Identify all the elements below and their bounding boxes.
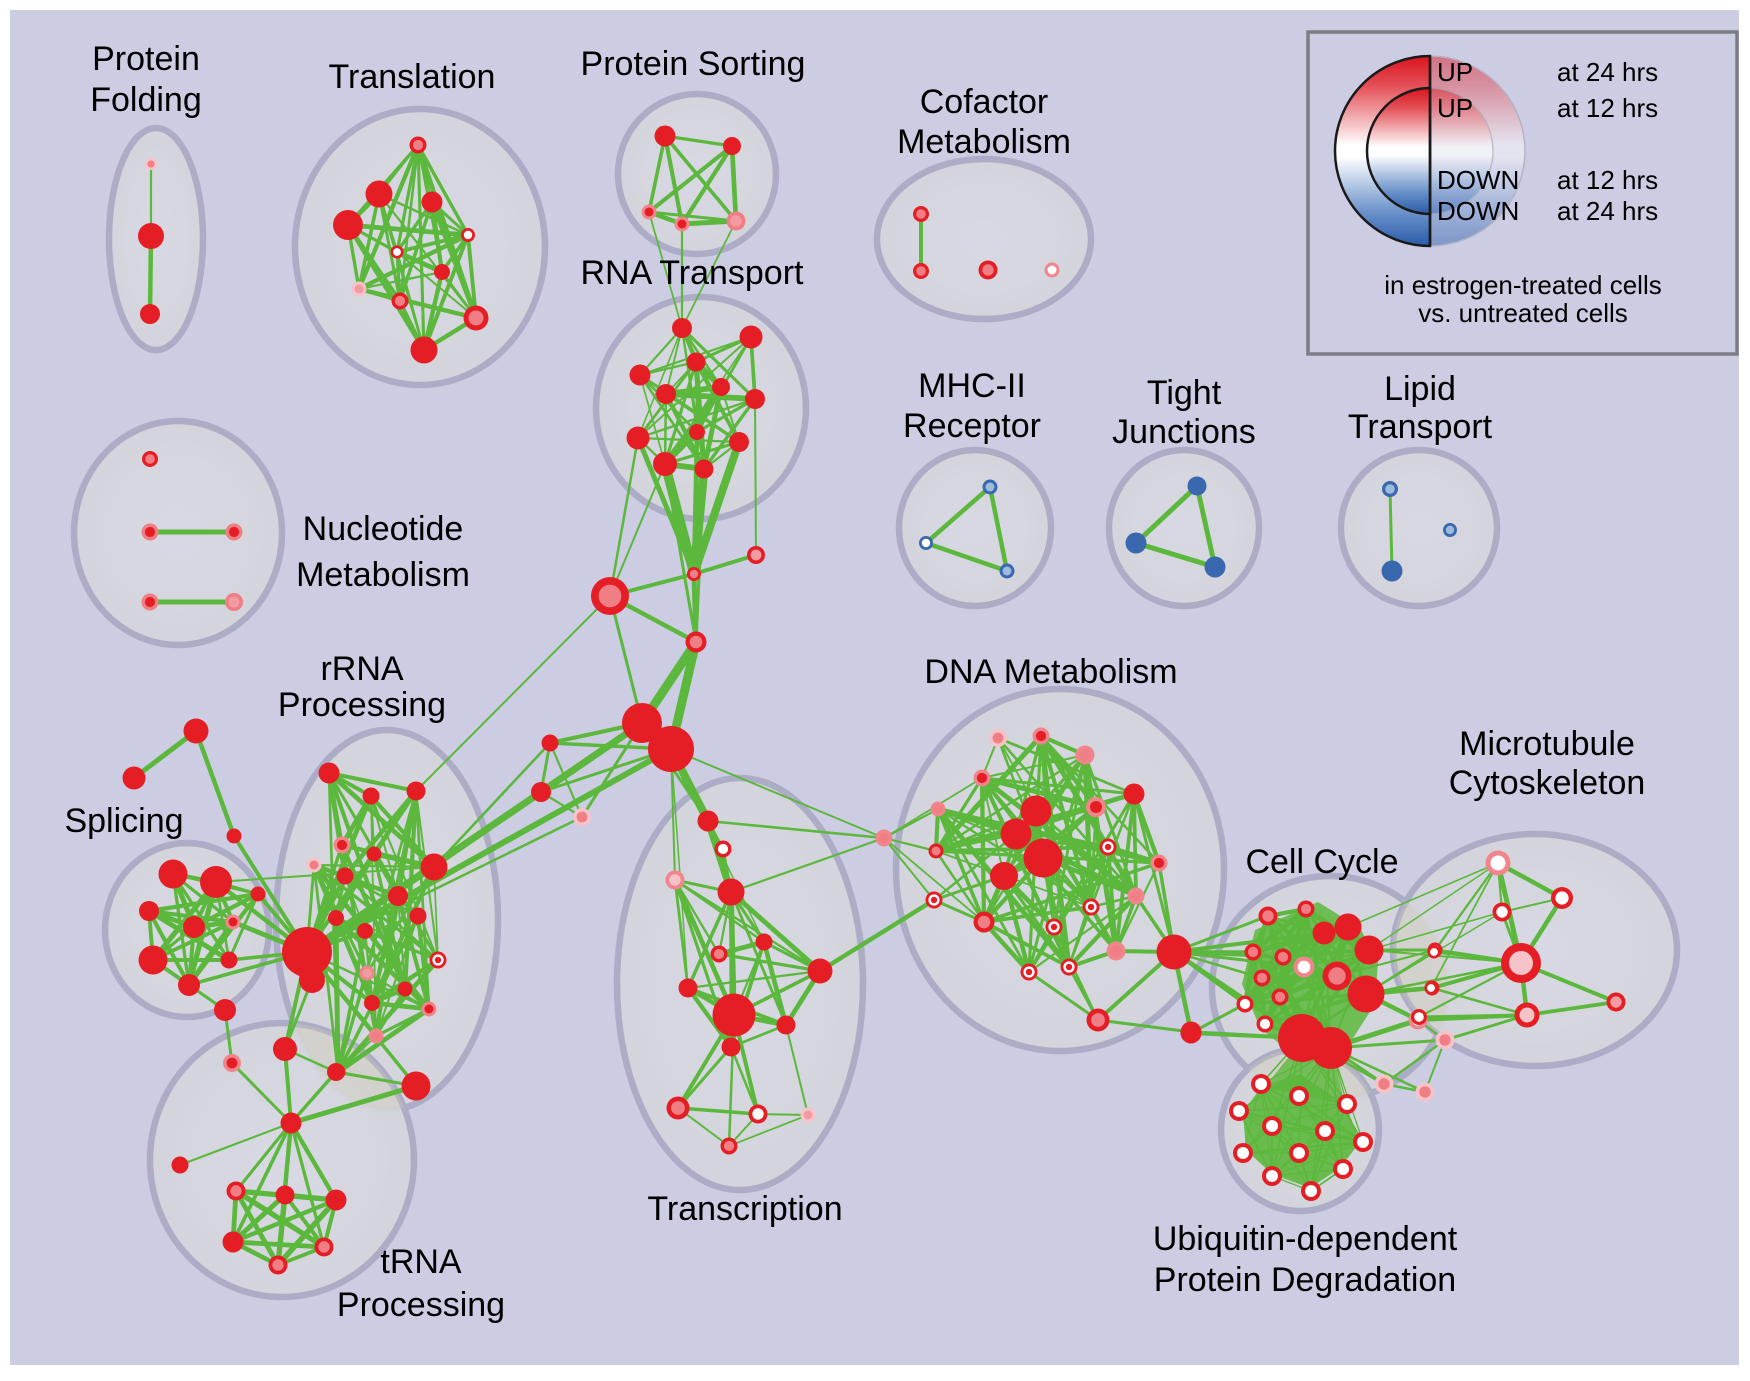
svg-text:at 24 hrs: at 24 hrs [1557,196,1658,226]
svg-text:Microtubule: Microtubule [1459,725,1635,763]
svg-text:Nucleotide: Nucleotide [303,510,464,548]
svg-text:DOWN: DOWN [1437,165,1519,195]
svg-text:tRNA: tRNA [380,1243,462,1281]
svg-text:Transcription: Transcription [647,1190,842,1228]
svg-text:in estrogen-treated cells: in estrogen-treated cells [1384,270,1661,300]
svg-text:vs. untreated cells: vs. untreated cells [1418,298,1628,328]
svg-text:UP: UP [1437,57,1473,87]
svg-text:Folding: Folding [90,81,202,119]
svg-text:Protein: Protein [92,40,200,78]
svg-text:DOWN: DOWN [1437,196,1519,226]
svg-text:Translation: Translation [329,58,496,96]
svg-text:Lipid: Lipid [1384,370,1456,408]
svg-text:Cofactor: Cofactor [920,83,1049,121]
svg-text:Cell Cycle: Cell Cycle [1245,843,1398,881]
svg-text:Metabolism: Metabolism [296,556,470,594]
svg-text:Processing: Processing [337,1286,505,1324]
svg-text:MHC-II: MHC-II [918,367,1026,405]
svg-text:at 24 hrs: at 24 hrs [1557,57,1658,87]
svg-text:Splicing: Splicing [64,802,183,840]
svg-text:Ubiquitin-dependent: Ubiquitin-dependent [1153,1220,1458,1258]
svg-text:rRNA: rRNA [320,650,403,688]
svg-text:Protein Sorting: Protein Sorting [581,45,806,83]
svg-text:Protein Degradation: Protein Degradation [1154,1261,1456,1299]
svg-text:Receptor: Receptor [903,407,1041,445]
svg-text:RNA Transport: RNA Transport [581,254,805,292]
svg-text:at 12 hrs: at 12 hrs [1557,165,1658,195]
svg-text:Metabolism: Metabolism [897,123,1071,161]
svg-text:Junctions: Junctions [1112,413,1256,451]
svg-text:Cytoskeleton: Cytoskeleton [1449,764,1646,802]
svg-text:Transport: Transport [1348,408,1493,446]
svg-text:Tight: Tight [1147,374,1222,412]
svg-text:UP: UP [1437,93,1473,123]
svg-text:DNA Metabolism: DNA Metabolism [924,653,1177,691]
svg-text:Processing: Processing [278,686,446,724]
svg-text:at 12 hrs: at 12 hrs [1557,93,1658,123]
